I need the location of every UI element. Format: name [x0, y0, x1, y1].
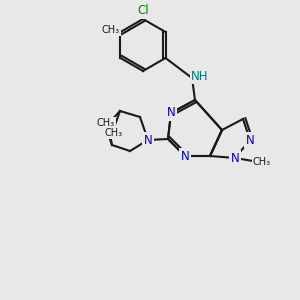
Text: CH₃: CH₃: [105, 128, 123, 138]
Text: CH₃: CH₃: [97, 118, 115, 128]
Text: NH: NH: [191, 70, 209, 83]
Text: CH₃: CH₃: [253, 157, 271, 167]
Text: CH₃: CH₃: [101, 25, 119, 35]
Text: N: N: [144, 134, 152, 146]
Text: N: N: [167, 106, 176, 119]
Text: O: O: [100, 118, 109, 130]
Text: N: N: [231, 152, 239, 164]
Text: N: N: [246, 134, 254, 146]
Text: Cl: Cl: [137, 4, 149, 17]
Text: N: N: [181, 149, 189, 163]
